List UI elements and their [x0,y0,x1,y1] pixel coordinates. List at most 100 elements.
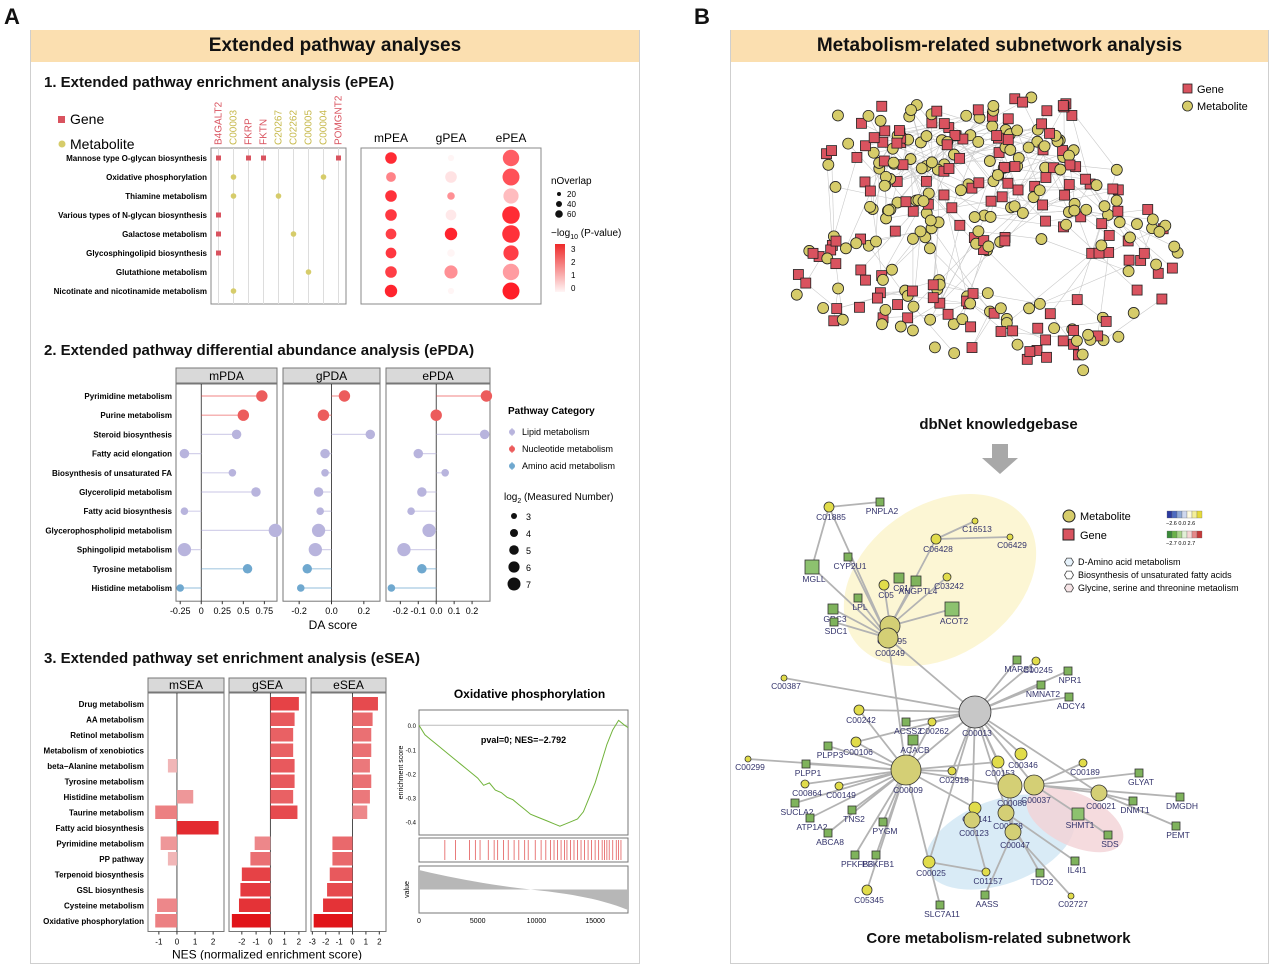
kb-gene-node [946,202,958,214]
pda-facet-strip [282,367,381,384]
pda-legend-label: Amino acid metabolism [522,461,615,471]
core-gene-node [1036,680,1046,690]
kb-metabolite-node [907,300,920,313]
core-gene-node [805,813,815,823]
size-legend-label: 60 [567,210,576,219]
core-gene-node [1063,666,1073,676]
core-edge [935,536,1011,540]
pathway-legend-icon [1064,583,1074,593]
pda-size-dot [508,561,520,573]
core-node-label: C00242 [846,715,876,725]
sea-bar [241,867,271,881]
core-metabolite-node [947,766,957,776]
section-epda-title: 2. Extended pathway differential abundan… [44,342,475,359]
core-gene-node [1171,821,1181,831]
sea-bar [352,759,370,773]
pea-met-mark [230,174,237,180]
kb-gene-node [1131,284,1143,296]
sea-row-label: Drug metabolism [79,700,144,709]
pea-bubble [502,282,520,300]
pda-x-tick-label: 0.2 [466,606,479,616]
pda-lollipop-dot [237,409,250,421]
sea-bar [332,836,353,850]
pea-row-label: Mannose type O-glycan biosynthesis [66,154,207,163]
core-gene-node [875,497,885,507]
kb-gene-node [965,321,977,333]
nOverlap-title: nOverlap [551,176,592,187]
core-node-label: DNMT1 [1120,805,1150,815]
kb-metabolite-node [886,263,898,276]
logp-legend-tick: 0 [571,284,576,293]
core-metabolite-node [861,884,873,896]
kb-edge [836,279,940,309]
pea-bubble [386,172,396,182]
pea-met-mark [230,193,237,199]
core-metabolite-node [1031,656,1041,666]
sea-row-label: Histidine metabolism [64,793,144,802]
right-banner: Metabolism-related subnetwork analysis [731,30,1268,62]
kb-edge [971,311,991,348]
sea-facet-strip [310,677,387,693]
kb-edge [1039,299,1078,305]
core-edge [928,861,987,873]
core-metabolite-node [1006,533,1014,541]
sea-bar [270,805,298,819]
kb-metabolite-node [920,130,933,142]
kb-gene-node [1059,189,1070,201]
kb-metabolite-node [1068,204,1081,217]
kb-gene-node [938,118,950,129]
pda-x-tick-label: 0.0 [430,606,443,616]
core-gene-node [1103,830,1113,840]
kb-edge [1010,149,1064,158]
sea-x-tick-label: 1 [364,938,369,947]
sea-bar [157,898,177,912]
core-node-label: C00047 [1000,840,1030,850]
sea-x-tick-label: 1 [193,938,198,947]
core-edge [1098,792,1177,827]
sea-bar [270,697,299,711]
sea-bar [270,774,295,788]
kb-gene-node [860,274,871,286]
core-node-label: DMGDH [1166,801,1198,811]
met-scale-swatch [1171,510,1178,519]
core-node-label: C00106 [843,747,873,757]
core-gene-node [843,552,853,562]
pea-bubble [445,171,457,183]
kb-metabolite-node [874,114,887,127]
kb-gene-node [864,185,876,197]
kb-gene-node [897,159,909,171]
sea-bar [270,743,294,757]
sea-row-label: Taurine metabolism [69,809,144,818]
sea-bar [270,712,295,726]
kb-gene-node [1100,316,1112,327]
pea-bubble [502,206,520,224]
core-edge [984,831,1014,896]
pda-lollipop-dot [317,409,330,421]
sea-row-label: Pyrimidine metabolism [56,840,144,849]
core-node-label: C05 [878,590,894,600]
sea-row-label: Cysteine metabolism [64,902,144,911]
kb-gene-node [830,235,842,247]
core-edge [905,769,1011,787]
kb-metabolite-node [839,242,852,255]
sea-bar [352,697,378,711]
pda-row-label: Steroid biosynthesis [93,430,172,439]
pda-lollipop-dot [417,564,427,574]
core-metabolite-node [1004,823,1022,841]
core-gene-node [1035,868,1045,878]
pda-lollipop-dot [397,542,411,557]
core-gene-node [893,572,905,584]
kb-metabolite-node [1082,328,1095,341]
sea-bar [352,712,373,726]
kb-edge [1054,321,1107,329]
pda-legend-label: Lipid metabolism [522,427,590,437]
sea-bar [231,914,271,928]
sea-facet-label: gSEA [252,678,283,692]
sea-x-tick-label: -3 [309,938,317,947]
kb-gene-node [1044,308,1056,320]
kb-metabolite-node [968,211,981,223]
kb-metabolite-node [926,156,938,169]
core-metabolite-legend-icon [1062,509,1076,523]
core-edge [854,769,907,856]
